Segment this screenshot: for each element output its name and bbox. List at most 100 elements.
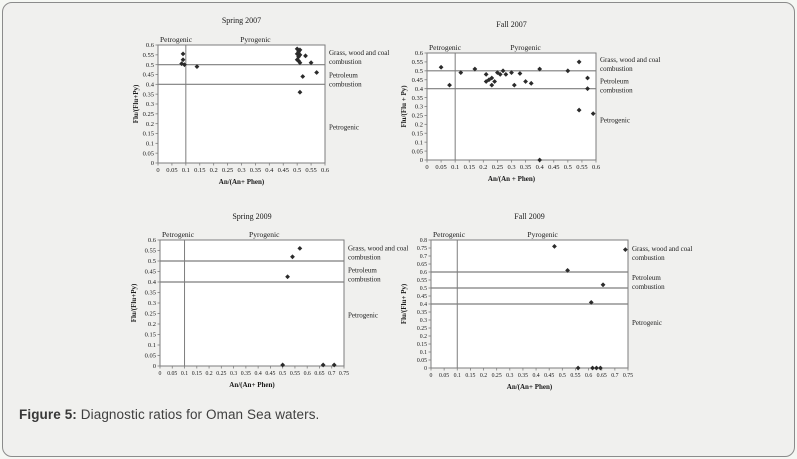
region-label-petrogenic: Petrogenic — [160, 35, 193, 44]
scatter-chart-fall-2009: 0 0.05 0.1 0.15 0.2 0.25 0.3 0.35 0.4 0.45 0.5 0.55… — [400, 212, 692, 391]
y-tick-label: 0.4 — [148, 279, 157, 286]
scatter-chart-fall-2007: 0 0.05 0.1 0.15 0.2 0.25 0.3 0.35 0.4 0.45 0.5 0.55… — [400, 20, 660, 183]
data-point-marker — [537, 66, 543, 72]
data-point-marker — [585, 86, 590, 92]
side-annotation: combustion — [600, 65, 633, 73]
x-tick-label: 0.65 — [314, 371, 324, 377]
x-tick-label: 0.2 — [479, 164, 487, 171]
data-point-marker — [280, 362, 286, 368]
side-annotation: Grass, wood and coal — [329, 49, 389, 57]
data-point-marker — [296, 54, 301, 60]
data-point-marker — [588, 300, 594, 305]
y-tick-label: 0.3 — [420, 318, 427, 324]
y-tick-label: 0.05 — [412, 148, 423, 155]
y-tick-label: 0.75 — [417, 246, 427, 252]
x-tick-label: 0.25 — [492, 373, 502, 379]
y-tick-label: 0.45 — [412, 77, 423, 84]
data-point-marker — [180, 51, 186, 57]
x-tick-label: 0.2 — [210, 167, 218, 174]
y-tick-label: 0 — [420, 157, 423, 164]
y-tick-label: 0 — [151, 160, 154, 167]
y-tick-label: 0.55 — [145, 248, 156, 255]
y-tick-label: 0.45 — [417, 294, 427, 300]
side-annotation: combustion — [348, 254, 381, 262]
x-tick-label: 0.15 — [194, 167, 205, 174]
scatter-chart-spring-2009: 0 0.05 0.1 0.15 0.2 0.25 0.3 0.35 0.4 0.45 0.5 0.55… — [130, 212, 408, 389]
data-point-marker — [483, 72, 489, 77]
y-tick-label: 0.6 — [415, 50, 424, 57]
data-point-marker — [517, 71, 523, 76]
chart-title: Fall 2009 — [514, 212, 544, 221]
y-tick-label: 0.6 — [148, 237, 157, 244]
data-point-marker — [180, 57, 186, 63]
figure-caption: Figure 5: Diagnostic ratios for Oman Sea… — [19, 407, 319, 422]
x-tick-label: 0.3 — [507, 164, 515, 171]
x-axis-label: An/(An + Phen) — [488, 175, 536, 183]
y-tick-label: 0.15 — [145, 332, 156, 339]
data-point-marker — [500, 68, 506, 74]
x-tick-label: 0.25 — [216, 371, 226, 377]
x-tick-label: 0.7 — [611, 373, 618, 379]
data-point-marker — [472, 66, 478, 72]
chart-title: Spring 2009 — [232, 212, 271, 221]
data-point-marker — [565, 68, 571, 74]
scatter-chart-spring-2007: 0 0.05 0.1 0.15 0.2 0.25 0.3 0.35 0.4 0.45 0.5 0.55… — [132, 16, 389, 186]
x-tick-label: 0.15 — [464, 164, 475, 171]
x-tick-label: 0.55 — [570, 373, 580, 379]
side-annotation: Petroleum — [632, 274, 661, 282]
data-point-marker — [290, 254, 295, 260]
y-tick-label: 0.5 — [148, 258, 156, 265]
data-point-marker — [594, 365, 599, 371]
data-point-marker — [182, 62, 187, 68]
y-tick-label: 0.55 — [143, 52, 154, 59]
data-point-marker — [576, 107, 582, 113]
y-tick-label: 0.8 — [420, 238, 427, 244]
side-annotation: Petroleum — [348, 267, 377, 275]
region-label-pyrogenic: Pyrogenic — [240, 35, 271, 44]
y-tick-label: 0.6 — [146, 42, 155, 49]
data-point-marker — [575, 365, 581, 371]
x-tick-label: 0.45 — [544, 373, 554, 379]
data-point-marker — [598, 365, 603, 371]
x-tick-label: 0.6 — [585, 373, 592, 379]
side-annotation: Petrogenic — [348, 312, 378, 320]
data-point-marker — [576, 59, 582, 65]
x-tick-label: 0.6 — [592, 164, 601, 171]
x-tick-label: 0.1 — [451, 164, 459, 171]
x-tick-label: 0.35 — [250, 167, 261, 174]
data-point-marker — [537, 157, 543, 163]
y-tick-label: 0.5 — [420, 286, 427, 292]
x-axis-label: An/(An+ Phen) — [229, 381, 275, 389]
data-point-marker — [300, 74, 306, 79]
x-tick-label: 0.05 — [439, 373, 449, 379]
x-tick-label: 0 — [156, 167, 159, 174]
region-label-petrogenic: Petrogenic — [429, 43, 462, 52]
figure-caption-label: Figure 5: — [19, 407, 77, 422]
y-tick-label: 0.25 — [417, 326, 427, 332]
x-tick-label: 0.2 — [205, 371, 212, 377]
x-tick-label: 0.2 — [480, 373, 487, 379]
x-tick-label: 0.05 — [167, 371, 177, 377]
y-axis-label: Flu/(Flu+Py) — [130, 283, 138, 322]
x-tick-label: 0.5 — [559, 373, 566, 379]
x-tick-label: 0.4 — [265, 167, 274, 174]
x-tick-label: 0.65 — [597, 373, 607, 379]
y-tick-label: 0.3 — [415, 104, 423, 111]
y-tick-label: 0.7 — [420, 254, 427, 260]
data-point-marker — [303, 53, 308, 59]
y-tick-label: 0.4 — [420, 302, 427, 308]
y-tick-label: 0.1 — [415, 139, 423, 146]
data-point-marker — [285, 274, 290, 280]
y-tick-label: 0.1 — [146, 141, 154, 148]
y-tick-label: 0.2 — [415, 122, 423, 129]
y-tick-label: 0 — [424, 366, 427, 372]
y-tick-label: 0.1 — [148, 342, 156, 349]
region-label-pyrogenic: Pyrogenic — [527, 230, 558, 239]
data-point-marker — [297, 89, 303, 95]
x-tick-label: 0.5 — [293, 167, 301, 174]
data-point-marker — [489, 82, 495, 88]
side-annotation: Grass, wood and coal — [600, 56, 660, 64]
y-tick-label: 0.2 — [148, 321, 156, 328]
data-point-marker — [438, 64, 444, 70]
